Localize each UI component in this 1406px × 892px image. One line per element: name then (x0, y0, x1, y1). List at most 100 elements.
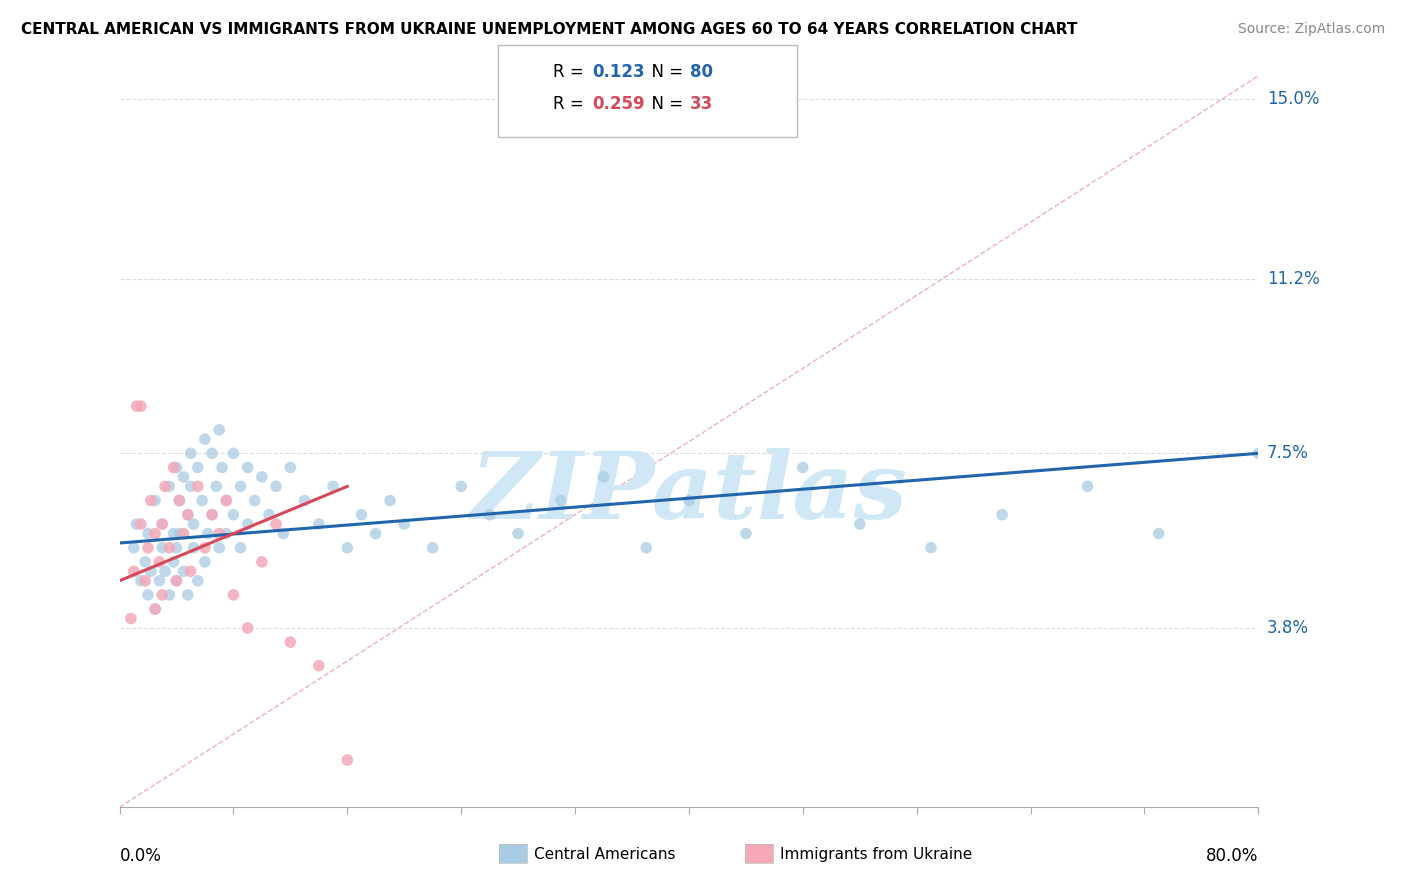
Text: Central Americans: Central Americans (534, 847, 676, 862)
Point (422, 541, 444, 555)
Point (364, 526, 387, 541)
Point (157, 588, 180, 602)
Point (450, 479, 472, 493)
Point (236, 517, 259, 532)
Point (678, 493, 700, 508)
Point (173, 470, 195, 484)
Point (150, 517, 173, 532)
Point (129, 517, 152, 532)
Text: CENTRAL AMERICAN VS IMMIGRANTS FROM UKRAINE UNEMPLOYMENT AMONG AGES 60 TO 64 YEA: CENTRAL AMERICAN VS IMMIGRANTS FROM UKRA… (21, 22, 1077, 37)
Point (264, 479, 287, 493)
Point (280, 460, 302, 475)
Point (166, 460, 188, 475)
Text: 3.8%: 3.8% (1267, 619, 1309, 637)
Point (136, 541, 159, 555)
Point (177, 588, 200, 602)
Point (125, 399, 148, 413)
Point (920, 541, 942, 555)
Point (636, 541, 658, 555)
Point (180, 446, 202, 460)
Point (166, 541, 188, 555)
Point (229, 479, 252, 493)
Text: N =: N = (641, 95, 689, 113)
Point (236, 621, 259, 635)
Point (173, 526, 195, 541)
Point (250, 555, 273, 569)
Point (125, 517, 148, 532)
Point (336, 753, 359, 767)
Point (201, 508, 224, 522)
Point (215, 526, 238, 541)
Point (157, 479, 180, 493)
Point (143, 493, 166, 508)
Point (162, 460, 184, 475)
Point (122, 541, 145, 555)
Point (208, 541, 231, 555)
Point (592, 470, 614, 484)
Point (177, 508, 200, 522)
Point (180, 479, 202, 493)
Point (264, 517, 287, 532)
Point (194, 432, 217, 446)
Point (991, 508, 1014, 522)
Point (177, 508, 200, 522)
Text: Immigrants from Ukraine: Immigrants from Ukraine (780, 847, 973, 862)
Point (201, 446, 224, 460)
Point (201, 508, 224, 522)
Point (143, 602, 166, 616)
Point (222, 446, 245, 460)
Point (120, 611, 142, 625)
Point (162, 555, 184, 569)
Point (215, 493, 238, 508)
Point (148, 555, 170, 569)
Point (162, 526, 184, 541)
Point (150, 588, 173, 602)
Point (122, 564, 145, 578)
Point (134, 555, 156, 569)
Point (236, 460, 259, 475)
Point (257, 508, 280, 522)
Point (271, 526, 294, 541)
Point (187, 479, 209, 493)
Point (153, 479, 176, 493)
Point (194, 541, 217, 555)
Point (478, 508, 501, 522)
Point (208, 526, 231, 541)
Text: 80.0%: 80.0% (1206, 847, 1258, 865)
Point (294, 493, 316, 508)
Point (166, 574, 188, 588)
Point (378, 493, 401, 508)
Text: 15.0%: 15.0% (1267, 90, 1319, 109)
Point (394, 517, 416, 532)
Point (187, 574, 209, 588)
Point (250, 470, 273, 484)
Point (150, 517, 173, 532)
Point (139, 564, 162, 578)
Point (129, 574, 152, 588)
Text: ZIPatlas: ZIPatlas (471, 448, 907, 538)
Point (792, 460, 814, 475)
Point (208, 423, 231, 437)
Point (222, 508, 245, 522)
Point (157, 541, 180, 555)
Point (243, 493, 266, 508)
Point (308, 517, 330, 532)
Text: Source: ZipAtlas.com: Source: ZipAtlas.com (1237, 22, 1385, 37)
Point (183, 517, 205, 532)
Point (187, 460, 209, 475)
Point (350, 508, 373, 522)
Point (215, 493, 238, 508)
Point (136, 588, 159, 602)
Point (735, 526, 758, 541)
Point (222, 588, 245, 602)
Point (150, 541, 173, 555)
Point (280, 635, 302, 649)
Point (148, 574, 170, 588)
Text: 0.259: 0.259 (592, 95, 644, 113)
Point (166, 574, 188, 588)
Point (197, 526, 219, 541)
Text: 7.5%: 7.5% (1267, 444, 1309, 462)
Point (134, 574, 156, 588)
Point (143, 526, 166, 541)
Point (849, 517, 872, 532)
